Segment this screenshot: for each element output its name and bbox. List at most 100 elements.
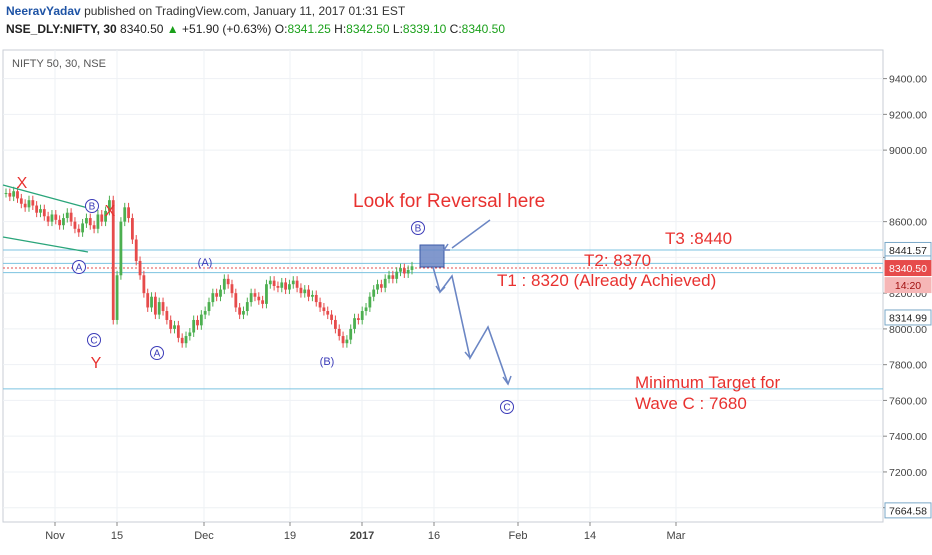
symbol-label: NSE_DLY:NIFTY, 30 [6, 22, 117, 36]
candle-body [402, 268, 406, 274]
low-label: L: [392, 22, 403, 36]
candle-body [123, 207, 127, 222]
candle-body [65, 212, 69, 219]
candle-body [173, 325, 176, 329]
candle-body [88, 218, 92, 226]
price-chart[interactable]: Look for Reversal here T3 :8440 T2: 8370T1… [0, 40, 932, 550]
x-tick-label: 16 [428, 530, 440, 542]
candle-body [349, 328, 353, 340]
wave-label-circle [87, 333, 101, 347]
candle-body [345, 339, 349, 344]
candle-body [69, 212, 73, 222]
chart-header: NeeravYadav published on TradingView.com… [0, 0, 932, 40]
wave-label: X [17, 175, 28, 192]
candle-body [322, 307, 326, 312]
candle-body [146, 293, 150, 308]
channel-line-lower [2, 236, 89, 253]
candle-body [192, 319, 196, 333]
candle-body [356, 318, 360, 320]
wave-label: (A) [198, 257, 213, 269]
candle-body [222, 278, 226, 290]
candle-body [138, 260, 142, 276]
wave-label: A [76, 263, 83, 274]
candle-body [203, 311, 207, 315]
publish-text: published on TradingView.com, January 11… [84, 4, 406, 18]
y-tick-label: 9400.00 [889, 74, 927, 86]
candle-body [199, 314, 203, 326]
candle-body [406, 269, 410, 274]
reversal-zone-box [419, 244, 445, 268]
candle-body [249, 293, 253, 303]
wave-label: B [415, 224, 422, 235]
candle-body [73, 221, 77, 229]
candle-body [58, 219, 62, 226]
x-tick-label: Nov [45, 530, 65, 542]
projected-path-head-1 [435, 285, 446, 294]
y-tick-label: 9200.00 [889, 109, 927, 121]
wave-label-circle [72, 260, 86, 274]
high-value: 8342.50 [346, 22, 390, 36]
candle-body [376, 284, 379, 290]
price-tag: 8314.99 [884, 309, 932, 326]
price-tag: 7664.58 [884, 502, 932, 519]
candle-body [119, 221, 123, 276]
price-tag-box [884, 260, 932, 277]
candle-body [379, 284, 383, 288]
candle-body [142, 275, 146, 294]
y-tick-label: 9000.00 [889, 145, 927, 157]
candle-body [291, 280, 295, 285]
candle-body [261, 300, 265, 304]
wave-label: B [89, 202, 96, 213]
price-tag: 14:20 [884, 277, 932, 294]
candle-body [318, 302, 322, 308]
wave-label: C [90, 336, 97, 347]
candle-body [245, 302, 249, 312]
candle-body [8, 193, 12, 197]
x-tick-label: 14 [584, 530, 596, 542]
y-tick-label: 7200.00 [889, 467, 927, 479]
candle-body [104, 210, 107, 222]
candle-body [184, 336, 188, 344]
annotation-text: Look for Reversal here [353, 191, 545, 212]
candle-body [276, 286, 280, 288]
price-tag-label: 14:20 [895, 280, 921, 292]
candle-body [215, 293, 219, 297]
candle-body [234, 293, 238, 308]
high-label: H: [334, 22, 347, 36]
candles [4, 186, 414, 348]
candle-body [100, 214, 104, 222]
x-tick-label: 2017 [350, 530, 374, 542]
candle-body [115, 275, 119, 320]
price-tag: 8441.57 [884, 241, 932, 258]
candle-body [226, 278, 230, 285]
y-tick-label: 7600.00 [889, 395, 927, 407]
y-tick-label: 8000.00 [889, 324, 927, 336]
candle-body [280, 282, 284, 288]
reversal-pointer [451, 219, 491, 249]
candle-body [387, 275, 391, 279]
price-tag-box [884, 309, 932, 326]
candle-body [391, 275, 395, 279]
candle-body [16, 191, 19, 199]
candle-body [27, 200, 31, 208]
candle-body [50, 214, 54, 222]
candle-body [4, 193, 8, 195]
author-link[interactable]: NeeravYadav [6, 4, 81, 18]
chart-area[interactable]: Look for Reversal here T3 :8440 T2: 8370 T1… [0, 40, 932, 550]
wave-label-circle [85, 199, 99, 213]
annotation-text: T3 :8440 [665, 229, 732, 248]
time-axis[interactable]: Nov 15 Dec 19 2017 16 Feb 14 Mar [45, 522, 686, 542]
change-value: +51.90 (+0.63%) [182, 22, 272, 36]
annotation-text: T1 : 8320 (Already Achieved) [497, 271, 716, 290]
open-value: 8341.25 [287, 22, 331, 36]
price-tag-box [884, 277, 932, 294]
reversal-pointer-head [442, 243, 450, 251]
candle-body [303, 289, 307, 294]
candle-body [92, 225, 96, 229]
price-axis[interactable]: 9400.009200.009000.008600.008400.008200.… [883, 74, 932, 519]
candle-body [180, 337, 184, 344]
candle-body [19, 198, 23, 204]
candle-body [299, 287, 303, 294]
price-tag-label: 7664.58 [889, 505, 927, 517]
annotation-text: T2: 8370 [584, 251, 651, 270]
